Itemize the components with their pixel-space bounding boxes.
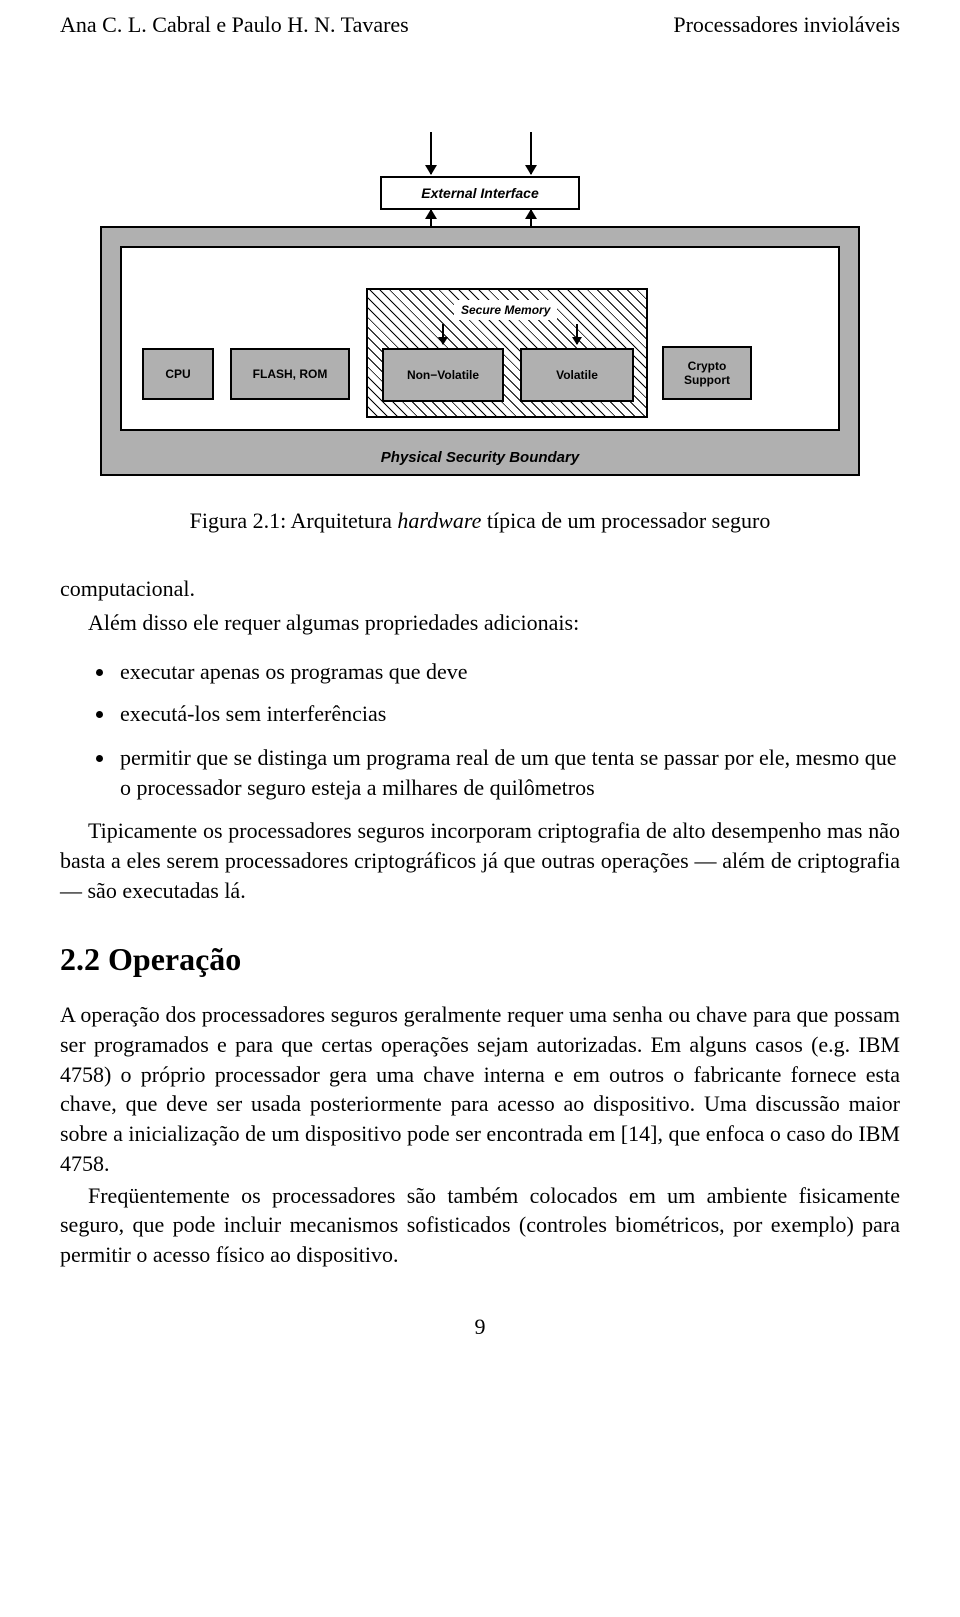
- volatile-box: Volatile: [520, 348, 634, 402]
- arrow-in-left: [430, 132, 432, 174]
- running-header: Ana C. L. Cabral e Paulo H. N. Tavares P…: [60, 12, 900, 38]
- page-container: Ana C. L. Cabral e Paulo H. N. Tavares P…: [0, 0, 960, 1380]
- flash-rom-label: FLASH, ROM: [253, 367, 328, 381]
- secure-memory-region: Secure Memory Non−Volatile Volatile: [366, 288, 648, 418]
- header-left: Ana C. L. Cabral e Paulo H. N. Tavares: [60, 12, 409, 38]
- page-number: 9: [60, 1314, 900, 1340]
- secure-memory-label: Secure Memory: [454, 300, 557, 320]
- paragraph-tipicamente: Tipicamente os processadores seguros inc…: [60, 816, 900, 905]
- paragraph-computacional: computacional.: [60, 574, 900, 604]
- header-right: Processadores invioláveis: [673, 12, 900, 38]
- bullet-item: permitir que se distinga um programa rea…: [116, 743, 900, 802]
- figure-caption-prefix: Figura 2.1: Arquitetura: [190, 508, 398, 533]
- paragraph-frequentemente: Freqüentemente os processadores são tamb…: [60, 1181, 900, 1270]
- arrow-into-volatile: [576, 324, 578, 344]
- bullet-list: executar apenas os programas que deve ex…: [116, 651, 900, 802]
- physical-boundary: CPU FLASH, ROM Secure Memory N: [100, 226, 860, 476]
- figure-caption-italic: hardware: [397, 508, 481, 533]
- inner-area: CPU FLASH, ROM Secure Memory N: [120, 246, 840, 431]
- crypto-support-label: Crypto Support: [684, 359, 730, 387]
- flash-rom-box: FLASH, ROM: [230, 348, 350, 400]
- bullet-item: executá-los sem interferências: [116, 693, 900, 735]
- figure-caption-suffix: típica de um processador seguro: [481, 508, 770, 533]
- figure-caption: Figura 2.1: Arquitetura hardware típica …: [60, 508, 900, 534]
- diagram-canvas: External Interface CPU FLASH, ROM: [100, 128, 860, 478]
- section-heading-operacao: 2.2 Operação: [60, 941, 900, 978]
- boundary-label: Physical Security Boundary: [102, 449, 858, 466]
- non-volatile-box: Non−Volatile: [382, 348, 504, 402]
- paragraph-operacao: A operação dos processadores seguros ger…: [60, 1000, 900, 1178]
- cpu-box: CPU: [142, 348, 214, 400]
- cpu-label: CPU: [165, 367, 190, 381]
- arrow-in-right: [530, 132, 532, 174]
- crypto-support-box: Crypto Support: [662, 346, 752, 400]
- figure-diagram: External Interface CPU FLASH, ROM: [100, 128, 860, 478]
- volatile-label: Volatile: [556, 368, 598, 382]
- paragraph-alem-disso: Além disso ele requer algumas propriedad…: [60, 608, 900, 638]
- external-interface-box: External Interface: [380, 176, 580, 210]
- non-volatile-label: Non−Volatile: [407, 368, 479, 382]
- bullet-item: executar apenas os programas que deve: [116, 651, 900, 693]
- external-interface-label: External Interface: [421, 185, 539, 201]
- arrow-into-nonvolatile: [442, 324, 444, 344]
